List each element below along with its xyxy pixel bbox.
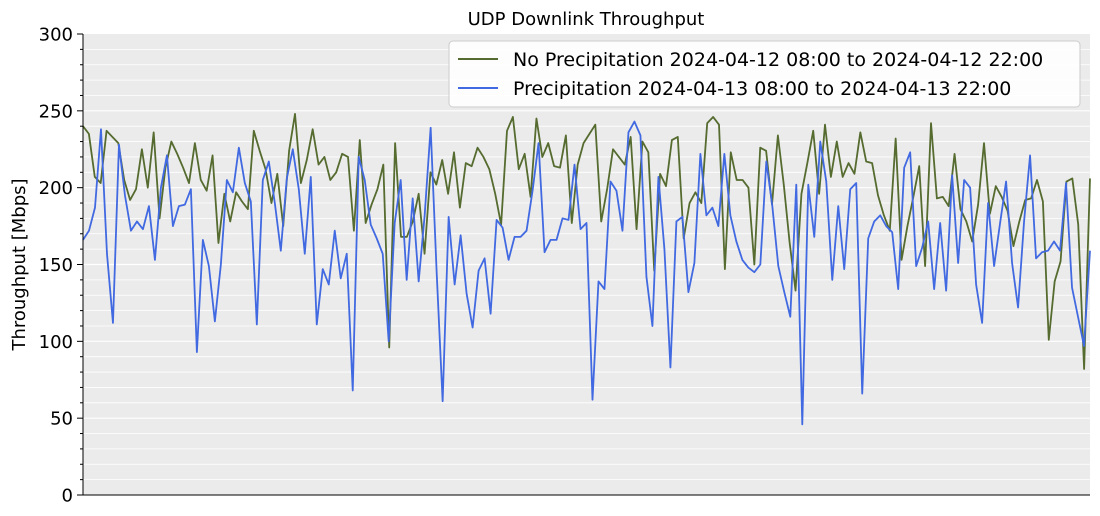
- y-tick-label: 100: [39, 332, 73, 353]
- y-tick-label: 0: [62, 486, 73, 507]
- y-axis-ticks: 0 50 100 150 200 250 300: [39, 25, 83, 507]
- chart-title: UDP Downlink Throughput: [468, 9, 705, 30]
- y-axis-label: Throughput [Mbps]: [9, 178, 30, 351]
- legend-label-1: Precipitation 2024-04-13 08:00 to 2024-0…: [513, 78, 1011, 100]
- y-tick-label: 150: [39, 255, 73, 276]
- series-line-0: [82, 113, 1091, 370]
- y-tick-label: 300: [39, 25, 73, 46]
- legend: No Precipitation 2024-04-12 08:00 to 202…: [448, 40, 1081, 108]
- y-tick-label: 50: [50, 409, 73, 430]
- series-line-1: [82, 120, 1091, 426]
- legend-label-0: No Precipitation 2024-04-12 08:00 to 202…: [513, 49, 1043, 71]
- series-lines: [82, 113, 1091, 426]
- y-tick-label: 200: [39, 178, 73, 199]
- legend-box: [448, 40, 1081, 108]
- y-tick-label: 250: [39, 101, 73, 122]
